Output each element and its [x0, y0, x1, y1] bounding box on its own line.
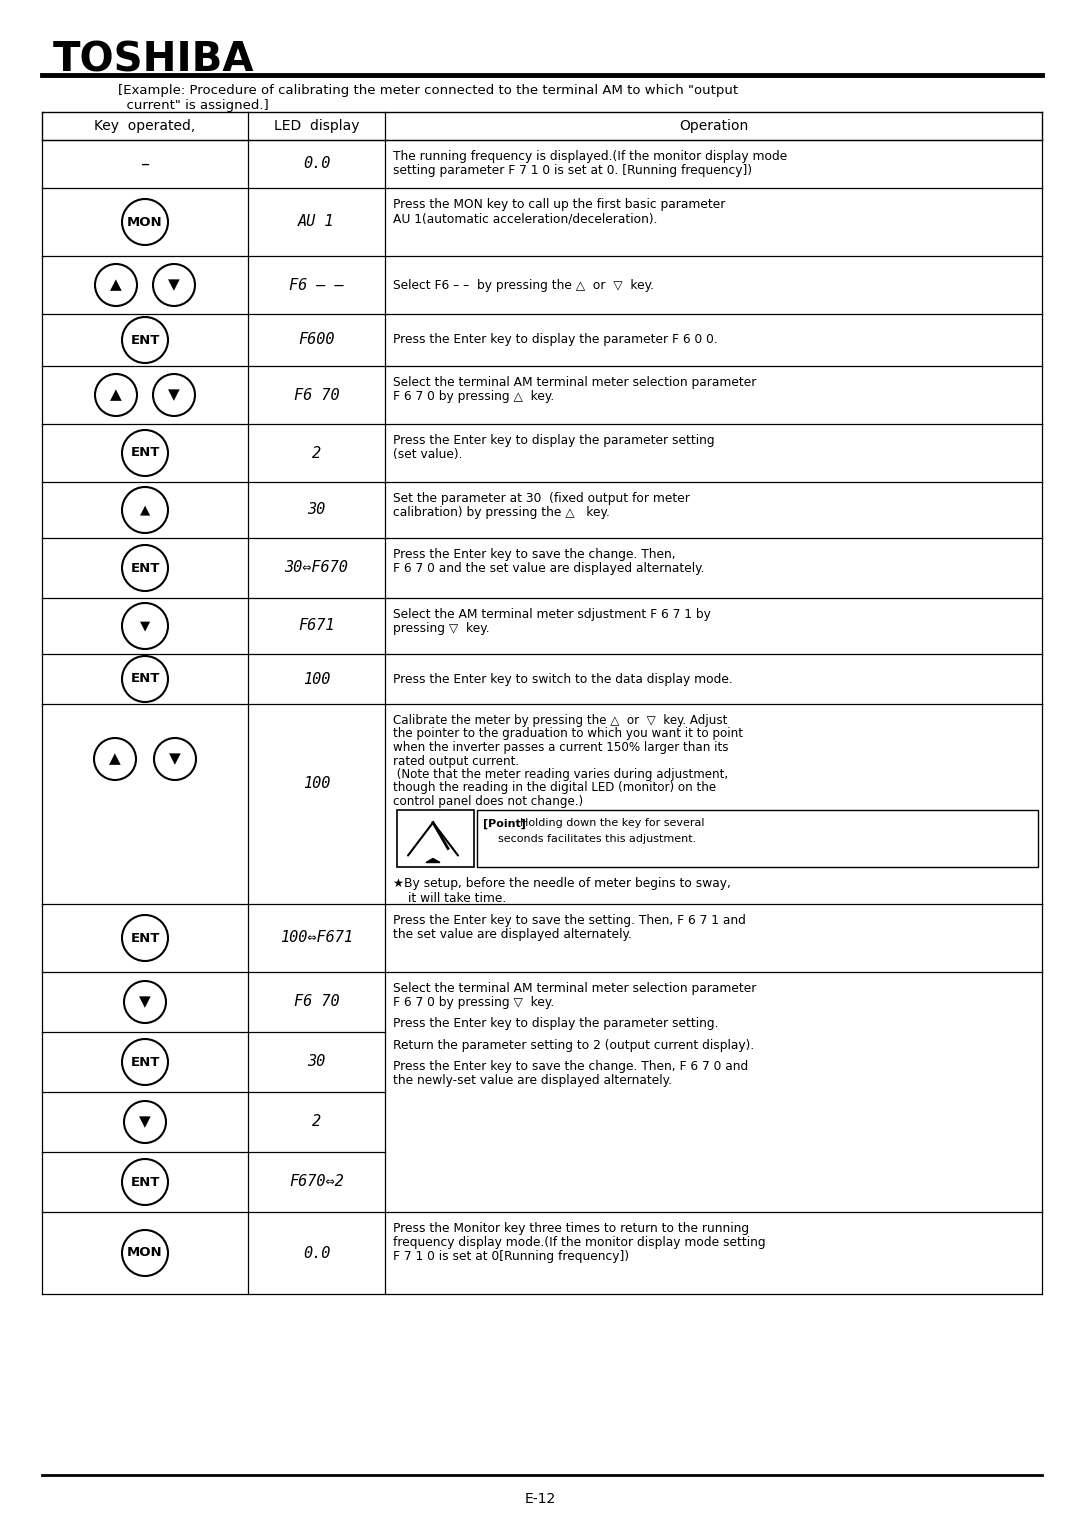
Text: F670⇔2: F670⇔2 — [289, 1174, 343, 1190]
Text: Calibrate the meter by pressing the △  or  ▽  key. Adjust: Calibrate the meter by pressing the △ or… — [393, 715, 727, 727]
Text: F600: F600 — [298, 333, 335, 348]
Text: 100: 100 — [302, 672, 330, 687]
Text: (Note that the meter reading varies during adjustment,: (Note that the meter reading varies duri… — [393, 768, 728, 780]
Text: 100⇔F671: 100⇔F671 — [280, 930, 353, 945]
Text: 2: 2 — [312, 446, 321, 461]
Text: pressing ▽  key.: pressing ▽ key. — [393, 621, 489, 635]
Text: MON: MON — [127, 215, 163, 229]
Text: though the reading in the digital LED (monitor) on the: though the reading in the digital LED (m… — [393, 782, 716, 794]
Text: Select the terminal AM terminal meter selection parameter: Select the terminal AM terminal meter se… — [393, 982, 756, 996]
Text: Press the MON key to call up the first basic parameter: Press the MON key to call up the first b… — [393, 199, 726, 211]
Text: ▲: ▲ — [109, 751, 121, 767]
Text: ▼: ▼ — [168, 388, 180, 403]
Text: Press the Enter key to display the parameter setting: Press the Enter key to display the param… — [393, 434, 715, 447]
Text: 100: 100 — [302, 777, 330, 791]
Text: ▼: ▼ — [139, 994, 151, 1009]
Text: the pointer to the graduation to which you want it to point: the pointer to the graduation to which y… — [393, 727, 743, 741]
Text: ▼: ▼ — [140, 620, 150, 632]
Text: ★By setup, before the needle of meter begins to sway,: ★By setup, before the needle of meter be… — [393, 878, 731, 890]
Text: 0.0: 0.0 — [302, 156, 330, 171]
Text: ▲: ▲ — [140, 504, 150, 516]
Text: Press the Monitor key three times to return to the running: Press the Monitor key three times to ret… — [393, 1222, 750, 1235]
Text: 30⇔F670: 30⇔F670 — [284, 560, 349, 576]
Text: frequency display mode.(If the monitor display mode setting: frequency display mode.(If the monitor d… — [393, 1235, 766, 1249]
Text: F6 – –: F6 – – — [289, 278, 343, 293]
Text: F671: F671 — [298, 618, 335, 634]
Text: current" is assigned.]: current" is assigned.] — [118, 99, 269, 111]
Text: Press the Enter key to display the parameter F 6 0 0.: Press the Enter key to display the param… — [393, 333, 718, 347]
Text: Select F6 – –  by pressing the △  or  ▽  key.: Select F6 – – by pressing the △ or ▽ key… — [393, 278, 654, 292]
Text: [Example: Procedure of calibrating the meter connected to the terminal AM to whi: [Example: Procedure of calibrating the m… — [118, 84, 738, 98]
Text: ENT: ENT — [131, 562, 160, 574]
Polygon shape — [426, 858, 440, 863]
Text: TOSHIBA: TOSHIBA — [53, 40, 255, 79]
Text: (set value).: (set value). — [393, 447, 462, 461]
Text: Key  operated,: Key operated, — [94, 119, 195, 133]
Text: Press the Enter key to save the change. Then, F 6 7 0 and: Press the Enter key to save the change. … — [393, 1060, 748, 1073]
Text: Operation: Operation — [679, 119, 748, 133]
Text: LED  display: LED display — [273, 119, 360, 133]
Text: Press the Enter key to save the setting. Then, F 6 7 1 and: Press the Enter key to save the setting.… — [393, 915, 746, 927]
Text: Press the Enter key to save the change. Then,: Press the Enter key to save the change. … — [393, 548, 676, 560]
Text: AU 1(automatic acceleration/deceleration).: AU 1(automatic acceleration/deceleration… — [393, 212, 658, 224]
Text: Select the terminal AM terminal meter selection parameter: Select the terminal AM terminal meter se… — [393, 376, 756, 389]
Text: 30: 30 — [308, 502, 326, 518]
Text: control panel does not change.): control panel does not change.) — [393, 796, 583, 808]
Text: 2: 2 — [312, 1115, 321, 1130]
Text: 30: 30 — [308, 1055, 326, 1069]
Text: ENT: ENT — [131, 931, 160, 945]
Text: [Point]: [Point] — [483, 818, 526, 829]
Text: E-12: E-12 — [525, 1492, 555, 1506]
Text: it will take time.: it will take time. — [408, 892, 507, 904]
Text: Return the parameter setting to 2 (output current display).: Return the parameter setting to 2 (outpu… — [393, 1038, 754, 1052]
Text: F 6 7 0 and the set value are displayed alternately.: F 6 7 0 and the set value are displayed … — [393, 562, 704, 576]
Text: Press the Enter key to switch to the data display mode.: Press the Enter key to switch to the dat… — [393, 672, 732, 686]
Text: ENT: ENT — [131, 1055, 160, 1069]
Text: ▲: ▲ — [110, 388, 122, 403]
Text: 0.0: 0.0 — [302, 1246, 330, 1260]
Text: MON: MON — [127, 1246, 163, 1260]
Text: ▼: ▼ — [139, 1115, 151, 1130]
Text: setting parameter F 7 1 0 is set at 0. [Running frequency]): setting parameter F 7 1 0 is set at 0. [… — [393, 163, 752, 177]
Text: Set the parameter at 30  (fixed output for meter: Set the parameter at 30 (fixed output fo… — [393, 492, 690, 505]
Text: ▼: ▼ — [168, 278, 180, 293]
Text: F 7 1 0 is set at 0[Running frequency]): F 7 1 0 is set at 0[Running frequency]) — [393, 1251, 630, 1263]
Text: ENT: ENT — [131, 333, 160, 347]
FancyBboxPatch shape — [477, 809, 1038, 866]
Text: ENT: ENT — [131, 672, 160, 686]
Text: Select the AM terminal meter sdjustment F 6 7 1 by: Select the AM terminal meter sdjustment … — [393, 608, 711, 621]
Text: –: – — [140, 156, 149, 173]
Text: ▲: ▲ — [110, 278, 122, 293]
Text: ▼: ▼ — [170, 751, 180, 767]
Text: the set value are displayed alternately.: the set value are displayed alternately. — [393, 928, 632, 941]
Text: when the inverter passes a current 150% larger than its: when the inverter passes a current 150% … — [393, 741, 729, 754]
Text: F 6 7 0 by pressing ▽  key.: F 6 7 0 by pressing ▽ key. — [393, 996, 554, 1009]
Text: seconds facilitates this adjustment.: seconds facilitates this adjustment. — [498, 834, 697, 843]
Text: AU 1: AU 1 — [298, 214, 335, 229]
Text: F6 70: F6 70 — [294, 994, 339, 1009]
Text: Press the Enter key to display the parameter setting.: Press the Enter key to display the param… — [393, 1017, 718, 1031]
Text: the newly-set value are displayed alternately.: the newly-set value are displayed altern… — [393, 1075, 672, 1087]
Text: rated output current.: rated output current. — [393, 754, 519, 768]
Text: The running frequency is displayed.(If the monitor display mode: The running frequency is displayed.(If t… — [393, 150, 787, 163]
Text: calibration) by pressing the △   key.: calibration) by pressing the △ key. — [393, 505, 610, 519]
Text: Holding down the key for several: Holding down the key for several — [519, 818, 704, 829]
Text: ENT: ENT — [131, 446, 160, 460]
Text: F 6 7 0 by pressing △  key.: F 6 7 0 by pressing △ key. — [393, 389, 554, 403]
FancyBboxPatch shape — [397, 809, 474, 866]
Text: ENT: ENT — [131, 1176, 160, 1188]
Text: F6 70: F6 70 — [294, 388, 339, 403]
